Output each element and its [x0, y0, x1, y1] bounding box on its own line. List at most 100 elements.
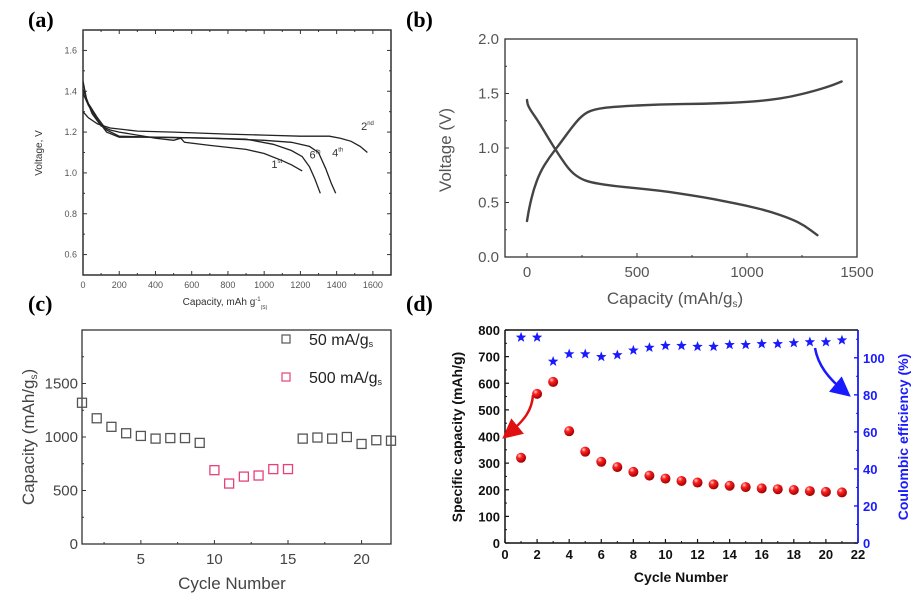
- y-axis-right-label-d: Coulombic efficiency (%): [895, 354, 911, 520]
- capacity-point: [660, 473, 671, 484]
- y-tick-label-c: 1000: [45, 429, 78, 446]
- curve-charge: [525, 80, 843, 223]
- capacity-point: [724, 480, 735, 491]
- data-point-c-series1: [223, 478, 235, 489]
- y-right-tick-label-d: 100: [863, 351, 885, 366]
- curve-label-6th: 6th: [309, 150, 320, 162]
- x-tick-label-b: 500: [624, 264, 649, 281]
- efficiency-star-point: [660, 340, 671, 351]
- x-tick-label-d: 2: [533, 547, 540, 562]
- plot-frame-a: [82, 29, 392, 276]
- efficiency-star-point: [531, 331, 543, 342]
- y-tick-label-d: 100: [478, 509, 500, 524]
- x-tick-label-d: 10: [658, 547, 672, 562]
- efficiency-star-point: [596, 351, 607, 362]
- y-tick-label-d: 800: [478, 323, 500, 338]
- data-point-c-series0: [371, 435, 382, 446]
- x-axis-label-b: Capacity (mAh/gs): [607, 289, 743, 310]
- x-tick-label-a: 0: [80, 280, 85, 290]
- efficiency-star-point: [724, 339, 735, 350]
- capacity-point: [596, 456, 607, 467]
- capacity-point: [692, 477, 703, 488]
- y-tick-label-b: 1.5: [478, 86, 499, 103]
- data-point-c-series0: [385, 435, 397, 446]
- x-tick-label-d: 16: [754, 547, 768, 562]
- curve-label-1st: 1st: [271, 159, 282, 171]
- capacity-point: [628, 466, 639, 477]
- x-tick-label-d: 12: [690, 547, 704, 562]
- efficiency-star-point: [580, 348, 591, 359]
- data-point-c-series1: [253, 470, 264, 481]
- capacity-point: [804, 486, 815, 497]
- efficiency-star-point: [563, 348, 575, 359]
- x-tick-label-d: 20: [819, 547, 833, 562]
- x-tick-label-d: 14: [722, 547, 737, 562]
- x-tick-label-b: 1000: [730, 264, 763, 281]
- panel-label-d: (d): [406, 291, 433, 316]
- capacity-point: [548, 376, 559, 387]
- efficiency-star-point: [788, 337, 800, 348]
- x-tick-label-b: 1500: [840, 264, 873, 281]
- y-tick-label-a: 0.6: [64, 250, 77, 260]
- y-tick-label-b: 0.5: [478, 195, 499, 212]
- curve-cycle-1st: [82, 80, 303, 172]
- x-tick-label-d: 6: [598, 547, 605, 562]
- data-point-c-series1: [268, 463, 279, 475]
- efficiency-star-point: [676, 340, 687, 351]
- efficiency-star-point: [515, 331, 527, 342]
- capacity-point: [676, 475, 687, 486]
- curve-cycle-6th: [82, 88, 321, 194]
- x-tick-label-a: 1200: [290, 280, 310, 290]
- data-point-c-series1: [282, 463, 294, 475]
- y-tick-label-a: 1.0: [64, 168, 77, 178]
- x-tick-label-a: 600: [184, 280, 199, 290]
- data-point-c-series0: [194, 437, 205, 449]
- panel-label-a: (a): [28, 7, 54, 32]
- efficiency-star-point: [644, 342, 655, 353]
- y-tick-label-c: 0: [70, 536, 78, 553]
- plot-frame-c: [81, 329, 392, 545]
- legend-label-50: 50 mA/gs: [309, 332, 374, 349]
- efficiency-star-point: [628, 344, 639, 355]
- y-tick-label-d: 500: [478, 403, 500, 418]
- capacity-point: [564, 426, 575, 437]
- data-point-c-series0: [356, 438, 367, 450]
- efficiency-star-point: [708, 341, 719, 352]
- y-tick-label-a: 0.8: [64, 209, 77, 219]
- legend-label-500: 500 mA/gs: [309, 370, 382, 387]
- curve-discharge: [525, 98, 819, 237]
- x-tick-label-d: 0: [501, 547, 508, 562]
- capacity-point: [740, 482, 751, 493]
- y-tick-label-d: 400: [478, 430, 500, 445]
- capacity-point: [612, 462, 623, 473]
- data-point-c-series0: [297, 433, 308, 444]
- capacity-point: [756, 483, 767, 494]
- legend-c: 50 mA/gs 500 mA/gs: [281, 332, 382, 387]
- panel-label-c: (c): [28, 291, 52, 316]
- x-tick-label-c: 5: [137, 551, 145, 568]
- y-axis-label-c: Capacity (mAh/gs): [19, 369, 40, 505]
- x-tick-label-a: 1000: [254, 280, 274, 290]
- y-right-tick-label-d: 40: [863, 462, 877, 477]
- x-tick-label-c: 10: [206, 551, 223, 568]
- data-point-c-series0: [76, 397, 88, 408]
- curve-cycle-2nd: [82, 111, 368, 153]
- x-tick-label-a: 800: [220, 280, 235, 290]
- x-axis-label-c: Cycle Number: [178, 574, 286, 593]
- x-tick-label-c: 20: [353, 551, 370, 568]
- efficiency-star-point: [612, 349, 623, 360]
- efficiency-star-point: [804, 336, 816, 347]
- x-tick-label-d: 22: [851, 547, 865, 562]
- x-axis-label-a: Capacity, mAh g-1(S): [183, 297, 268, 311]
- data-point-c-series0: [165, 432, 176, 444]
- y-tick-label-c: 500: [53, 483, 78, 500]
- x-tick-label-a: 200: [112, 280, 127, 290]
- capacity-point: [772, 484, 783, 495]
- x-tick-label-c: 15: [280, 551, 297, 568]
- y-right-tick-label-d: 80: [863, 388, 877, 403]
- efficiency-star-point: [547, 355, 559, 366]
- y-axis-label-b: Voltage (V): [436, 108, 455, 192]
- data-point-c-series0: [326, 433, 338, 444]
- efficiency-star-point: [740, 339, 751, 350]
